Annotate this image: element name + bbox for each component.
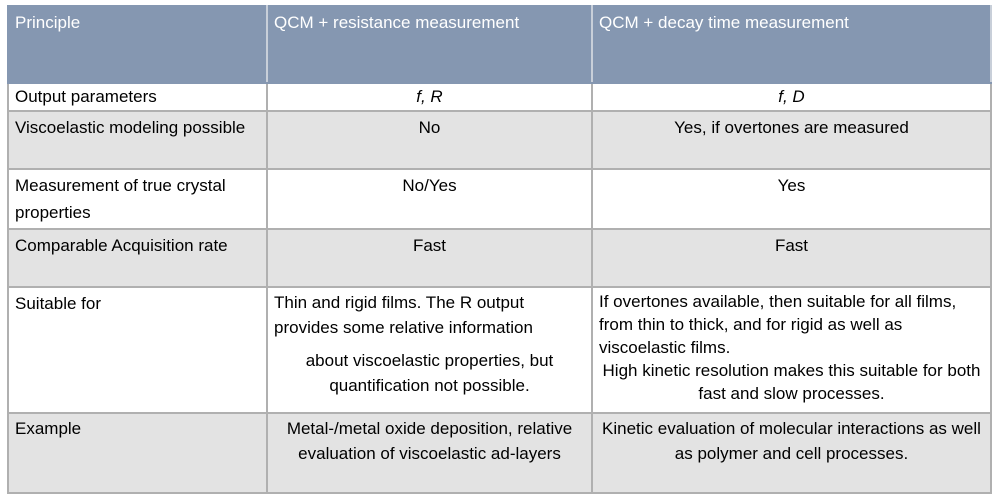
cell-paragraph: If overtones available, then suitable fo…: [599, 292, 957, 357]
row: Output parameters f, R f, D: [7, 82, 992, 112]
header-cell: QCM + decay time measurement: [591, 5, 992, 84]
cell-text: f, D: [778, 87, 805, 106]
cell: Metal-/metal oxide deposition, relative …: [266, 412, 593, 494]
cell: No: [266, 110, 593, 170]
comparison-table: Principle QCM + resistance measurement Q…: [7, 5, 992, 494]
cell: f, D: [591, 82, 992, 112]
cell: No/Yes: [266, 168, 593, 230]
row: Suitable for Thin and rigid films. The R…: [7, 286, 992, 414]
cell: Yes, if overtones are measured: [591, 110, 992, 170]
cell: If overtones available, then suitable fo…: [591, 286, 992, 414]
header-row: Principle QCM + resistance measurement Q…: [7, 5, 992, 84]
cell: f, R: [266, 82, 593, 112]
cell-paragraph: High kinetic resolution makes this suita…: [602, 361, 981, 403]
row: Example Metal-/metal oxide deposition, r…: [7, 412, 992, 494]
cell-text: f, R: [416, 87, 443, 106]
cell-paragraph: about viscoelastic properties, but quant…: [305, 351, 554, 395]
row-label: Output parameters: [7, 82, 268, 112]
row-label: Measurement of true crystal properties: [7, 168, 268, 230]
cell: Yes: [591, 168, 992, 230]
cell: Thin and rigid films. The R output provi…: [266, 286, 593, 414]
cell: Fast: [266, 228, 593, 288]
cell-paragraph: Thin and rigid films. The R output provi…: [274, 293, 533, 337]
row-label: Comparable Acquisition rate: [7, 228, 268, 288]
row-label: Example: [7, 412, 268, 494]
row: Comparable Acquisition rate Fast Fast: [7, 228, 992, 288]
header-cell: QCM + resistance measurement: [266, 5, 593, 84]
cell: Fast: [591, 228, 992, 288]
row: Measurement of true crystal properties N…: [7, 168, 992, 230]
row: Viscoelastic modeling possible No Yes, i…: [7, 110, 992, 170]
header-cell: Principle: [7, 5, 268, 84]
row-label: Viscoelastic modeling possible: [7, 110, 268, 170]
cell: Kinetic evaluation of molecular interact…: [591, 412, 992, 494]
row-label: Suitable for: [7, 286, 268, 414]
